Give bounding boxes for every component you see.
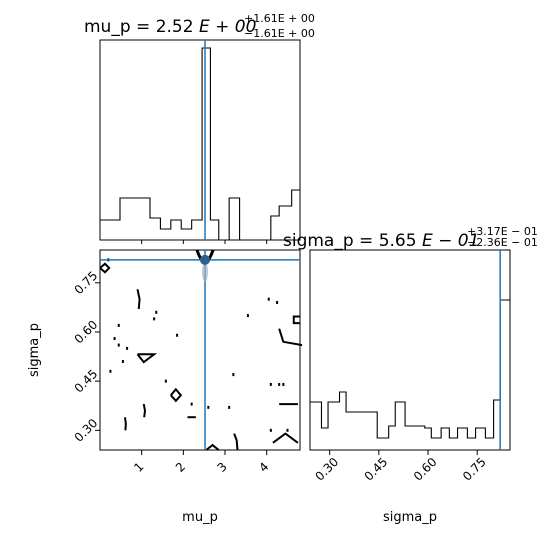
density-speck (269, 382, 272, 386)
joint-x-axis-label: mu_p (182, 510, 218, 525)
sigma-p-histogram-panel: 0.30 0.45 0.60 0.75 (309, 249, 511, 484)
density-speck (207, 405, 210, 409)
sigma-p-title-exp: E − 01 (422, 231, 479, 251)
density-speck (109, 369, 112, 373)
contour-line (136, 289, 141, 310)
contour-line (233, 433, 239, 451)
mu-p-histogram-frame (99, 39, 301, 241)
sigma-p-title-plus: +3.17E − 01 (467, 225, 538, 238)
density-speck (232, 373, 235, 377)
density-speck (282, 382, 285, 386)
mu-p-histogram-steps (100, 47, 300, 241)
mu-p-title: mu_p = 2.52 E + 00 (84, 17, 256, 37)
contour-line (292, 315, 300, 325)
x-tick-label: 0.45 (362, 455, 391, 484)
contour-layer (99, 258, 303, 451)
density-speck (117, 343, 120, 347)
contour-line (272, 432, 299, 444)
density-speck (278, 382, 281, 386)
truth-point (200, 254, 210, 265)
density-speck (269, 428, 272, 432)
truth-point-shadow (202, 261, 208, 282)
density-speck (176, 333, 179, 337)
mu-p-title-minus: −1.61E + 00 (244, 27, 315, 40)
x-tick-label: 4 (256, 460, 271, 475)
joint-y-axis-label: sigma_p (27, 323, 42, 377)
contour-line (142, 403, 147, 418)
density-speck (117, 323, 120, 327)
joint-contour-panel: 1 2 3 40.300.450.600.75 (72, 249, 303, 475)
density-speck (121, 359, 124, 363)
sigma-p-histogram-frame (309, 249, 511, 451)
contour-line (124, 417, 127, 431)
density-speck (155, 310, 158, 314)
x-tick-label: 0.60 (411, 455, 440, 484)
mu-p-title-plus: +1.61E + 00 (244, 12, 315, 25)
density-speck (113, 337, 116, 341)
x-tick-label: 0.75 (460, 455, 489, 484)
mu-p-histogram-ticks (141, 240, 268, 244)
contour-line (99, 262, 111, 274)
x-tick-label: 1 (131, 460, 146, 475)
mu-p-title-exp: E + 00 (199, 17, 256, 37)
sigma-p-histogram-ticks: 0.30 0.45 0.60 0.75 (312, 450, 489, 484)
x-tick-label: 3 (215, 460, 230, 475)
contour-line (205, 443, 220, 451)
sigma-p-title-param: sigma_p (283, 231, 354, 251)
contour-line (170, 387, 183, 403)
density-speck (164, 379, 167, 383)
sigma-p-x-axis-label: sigma_p (383, 510, 437, 525)
mu-p-title-param: mu_p (84, 17, 131, 37)
contour-line (136, 353, 158, 364)
sigma-p-title-value: 5.65 (379, 231, 417, 251)
density-speck (286, 428, 289, 432)
density-speck (153, 317, 156, 321)
mu-p-histogram-panel (99, 39, 301, 244)
sigma-p-title: sigma_p = 5.65 E − 01 (283, 231, 479, 251)
density-speck (190, 402, 193, 406)
density-speck (228, 405, 231, 409)
joint-contour-frame (99, 249, 301, 451)
x-tick-label: 0.30 (312, 455, 341, 484)
x-tick-label: 2 (173, 460, 188, 475)
density-speck (267, 297, 270, 301)
density-speck (126, 346, 129, 350)
sigma-p-title-minus: −2.36E − 01 (467, 236, 538, 249)
density-speck (276, 300, 279, 304)
contour-line (278, 328, 303, 347)
density-speck (246, 314, 249, 318)
truth-point-marker (195, 249, 215, 282)
sigma-p-histogram-steps (310, 299, 510, 439)
mu-p-title-value: 2.52 (156, 17, 194, 37)
